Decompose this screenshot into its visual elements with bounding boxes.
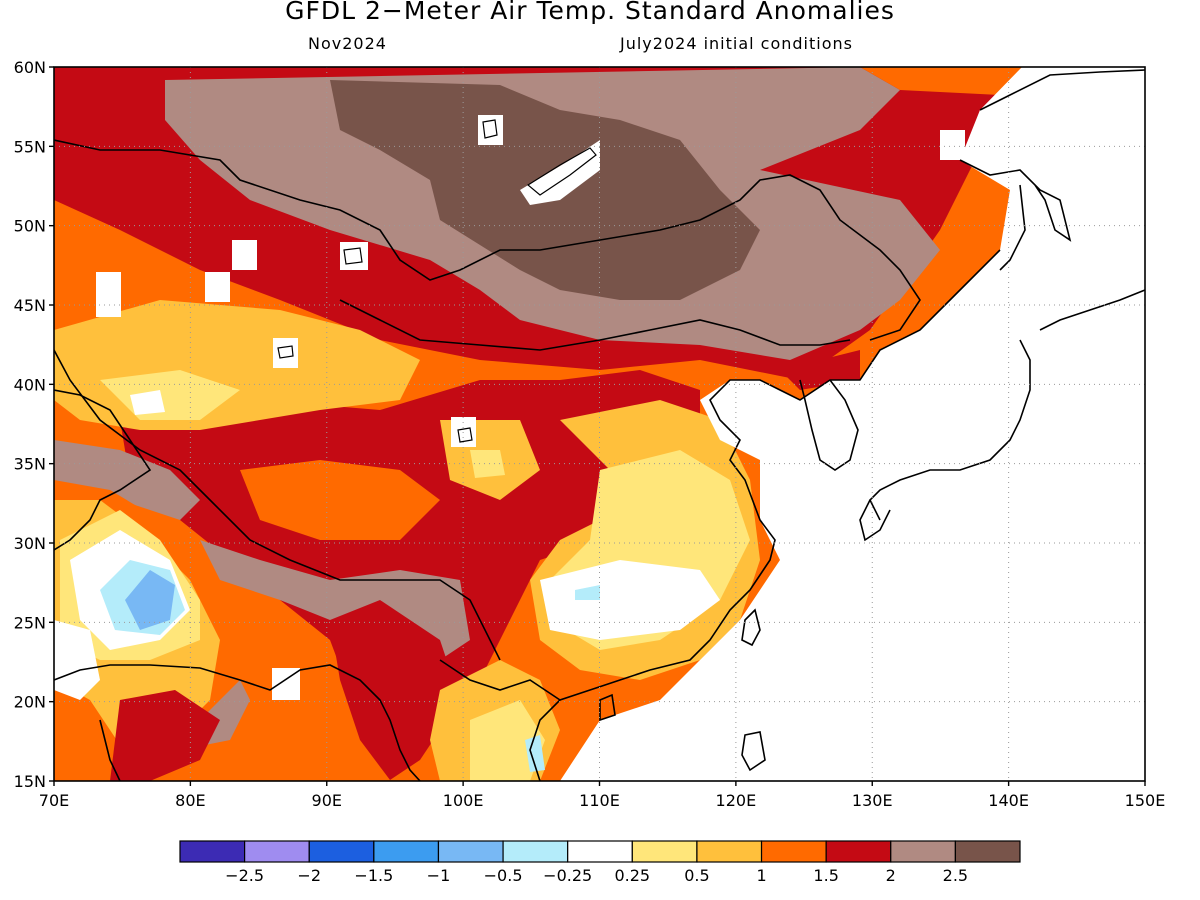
colorbar-swatch bbox=[631, 840, 698, 863]
lat-tick-label: 25N bbox=[14, 613, 46, 632]
anomaly-region bbox=[120, 370, 700, 720]
lon-tick-label: 70E bbox=[39, 791, 69, 810]
colorbar-label: −1 bbox=[427, 866, 451, 885]
forecast-month: Nov2024 bbox=[308, 34, 387, 53]
colorbar-swatch bbox=[373, 840, 440, 863]
colorbar-swatch bbox=[954, 840, 1021, 863]
graticule bbox=[54, 67, 1145, 781]
colorbar-label: 0.25 bbox=[614, 866, 650, 885]
lon-tick-label: 140E bbox=[988, 791, 1029, 810]
lat-tick-label: 40N bbox=[14, 375, 46, 394]
colorbar-labels: −2.5 −2 −1.5 −1 −0.5 −0.25 0.25 0.5 1 1.5 2 2.5 bbox=[225, 866, 968, 885]
anomaly-region bbox=[575, 585, 600, 600]
lat-tick-label: 55N bbox=[14, 137, 46, 156]
latitude-labels: 60N 55N 50N 45N 40N 35N 30N 25N 20N 15N bbox=[14, 58, 46, 791]
colorbar-label: 2.5 bbox=[943, 866, 968, 885]
colorbar-swatch bbox=[696, 840, 763, 863]
anomaly-region bbox=[860, 67, 1022, 95]
anomaly-region bbox=[540, 560, 720, 640]
lon-tick-label: 110E bbox=[579, 791, 620, 810]
axis-ticks bbox=[49, 66, 1146, 786]
anomaly-region bbox=[110, 690, 220, 781]
anomaly-region bbox=[470, 700, 545, 781]
anomaly-region bbox=[330, 600, 460, 780]
anomaly-field bbox=[54, 67, 1145, 781]
lon-tick-label: 90E bbox=[312, 791, 342, 810]
lat-tick-label: 50N bbox=[14, 217, 46, 236]
colorbar-swatch bbox=[308, 840, 375, 863]
lat-tick-label: 20N bbox=[14, 693, 46, 712]
lon-tick-label: 130E bbox=[852, 791, 893, 810]
colorbar-label: 1 bbox=[756, 866, 766, 885]
lon-tick-label: 80E bbox=[175, 791, 205, 810]
colorbar-swatch bbox=[437, 840, 504, 863]
colorbar-swatch bbox=[179, 840, 246, 863]
longitude-labels: 70E 80E 90E 100E 110E 120E 130E 140E 150E bbox=[39, 791, 1166, 810]
anomaly-region bbox=[125, 570, 175, 630]
initial-conditions-label: July2024 initial conditions bbox=[620, 34, 853, 53]
colorbar-swatch bbox=[567, 840, 633, 863]
colorbar-swatch bbox=[890, 840, 956, 863]
lon-tick-label: 100E bbox=[443, 791, 484, 810]
lat-tick-label: 45N bbox=[14, 296, 46, 315]
colorbar-label: 2 bbox=[886, 866, 896, 885]
colorbar-swatch bbox=[502, 840, 569, 863]
colorbar bbox=[179, 840, 1021, 863]
anomaly-region bbox=[525, 735, 545, 772]
map-title: GFDL 2−Meter Air Temp. Standard Anomalie… bbox=[285, 0, 895, 25]
colorbar-label: −2.5 bbox=[225, 866, 264, 885]
anomaly-region bbox=[240, 460, 440, 540]
lat-tick-label: 30N bbox=[14, 534, 46, 553]
coastlines-borders bbox=[54, 69, 1145, 781]
anomaly-region bbox=[54, 440, 200, 520]
colorbar-label: −2 bbox=[297, 866, 321, 885]
colorbar-swatch bbox=[825, 840, 892, 863]
anomaly-region bbox=[470, 450, 505, 478]
lon-tick-label: 120E bbox=[716, 791, 757, 810]
colorbar-swatch bbox=[244, 840, 310, 863]
colorbar-label: −0.5 bbox=[484, 866, 523, 885]
anomaly-region bbox=[130, 390, 165, 415]
lat-tick-label: 60N bbox=[14, 58, 46, 77]
colorbar-label: 1.5 bbox=[813, 866, 838, 885]
no-data-ocean bbox=[560, 67, 1145, 781]
lat-tick-label: 15N bbox=[14, 772, 46, 791]
colorbar-label: 0.5 bbox=[684, 866, 709, 885]
lat-tick-label: 35N bbox=[14, 455, 46, 474]
lon-tick-label: 150E bbox=[1125, 791, 1166, 810]
colorbar-label: −0.25 bbox=[543, 866, 592, 885]
colorbar-swatch bbox=[760, 840, 827, 863]
colorbar-label: −1.5 bbox=[354, 866, 393, 885]
